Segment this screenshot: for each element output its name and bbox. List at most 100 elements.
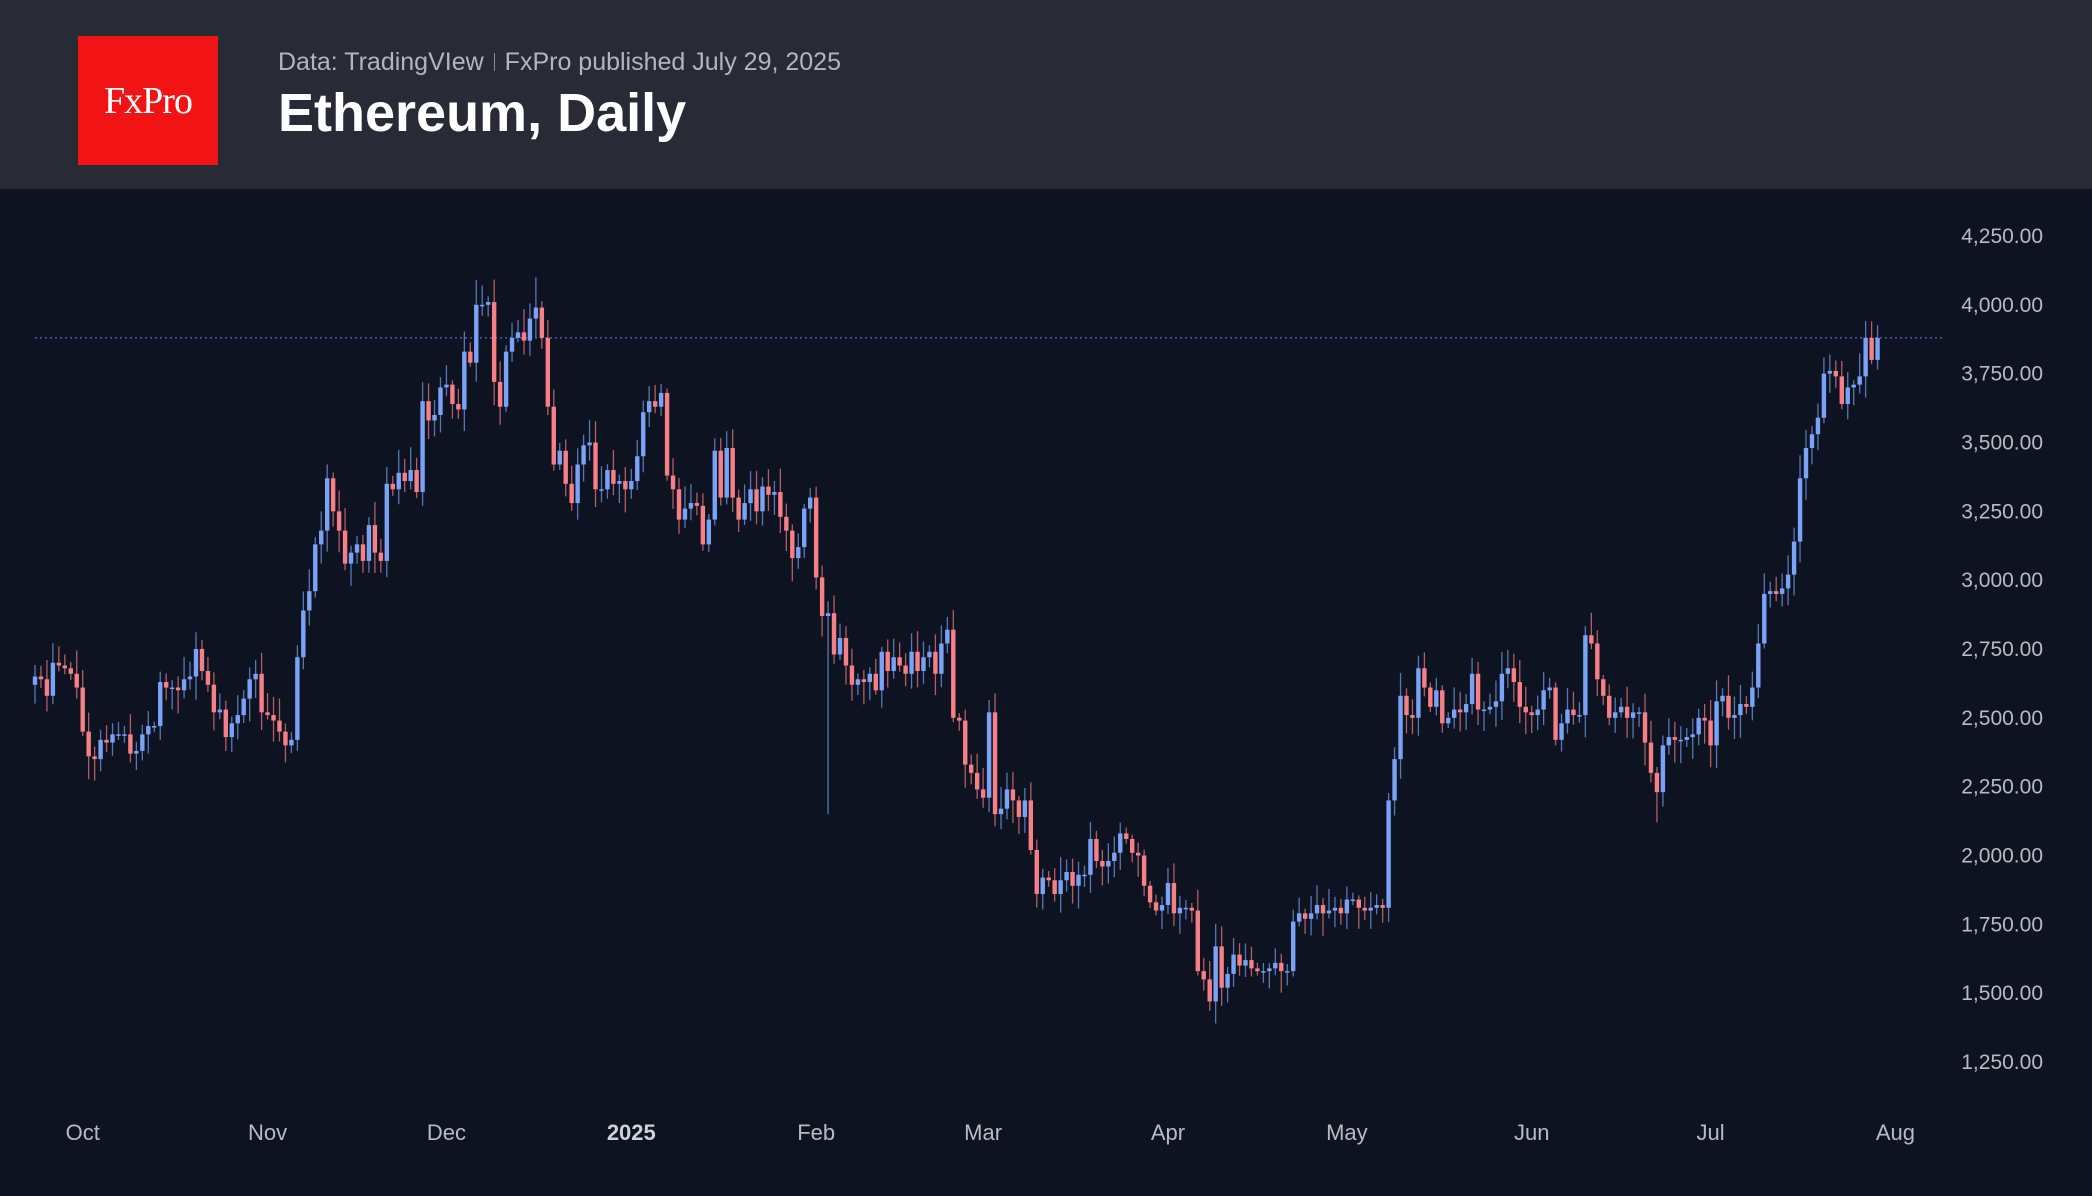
candle-body xyxy=(1165,883,1171,906)
candle-body xyxy=(313,544,318,592)
candle xyxy=(790,524,795,582)
candle-body xyxy=(1678,739,1683,742)
candle xyxy=(1744,696,1749,715)
candle-body xyxy=(193,648,199,677)
candle-body xyxy=(1243,960,1248,966)
candle xyxy=(1612,697,1618,733)
candle-body xyxy=(378,552,384,561)
candle-body xyxy=(509,337,515,352)
candle xyxy=(957,713,962,731)
candle xyxy=(1052,868,1057,902)
candle xyxy=(199,639,205,681)
candle-body xyxy=(1279,962,1284,972)
y-tick-label: 3,250.00 xyxy=(1961,500,2043,523)
candle xyxy=(485,296,491,317)
candle-body xyxy=(1410,715,1415,718)
candle-body xyxy=(1720,695,1725,702)
candle-body xyxy=(491,302,497,382)
candle xyxy=(265,693,270,720)
candle xyxy=(593,421,598,508)
candle-body xyxy=(915,651,920,672)
candle xyxy=(1565,687,1570,734)
candle xyxy=(1410,699,1415,735)
candle-body xyxy=(1481,709,1487,712)
candle-body xyxy=(802,508,807,548)
x-tick-label: Oct xyxy=(66,1120,100,1145)
candle xyxy=(1231,938,1236,987)
candle-body xyxy=(1642,712,1648,743)
candle-body xyxy=(259,673,264,713)
candle-body xyxy=(992,712,998,815)
candle xyxy=(1320,898,1326,936)
candle xyxy=(1428,682,1433,712)
candle xyxy=(1022,788,1028,833)
candle xyxy=(140,724,145,761)
candle-body xyxy=(1106,860,1111,867)
candle xyxy=(1034,839,1039,908)
candle-body xyxy=(420,401,425,493)
candle xyxy=(1785,555,1791,606)
candle-body xyxy=(1875,337,1880,360)
candle-body xyxy=(456,403,461,410)
candle xyxy=(348,545,354,586)
candle-body xyxy=(1630,712,1636,718)
candle-body xyxy=(1255,968,1260,972)
candle xyxy=(175,676,181,714)
candle xyxy=(1720,688,1725,717)
candle-body xyxy=(319,530,324,545)
candle xyxy=(1750,671,1755,721)
data-source: Data: TradingVIew xyxy=(278,48,484,76)
candle-body xyxy=(1302,913,1308,919)
candle-body xyxy=(1672,737,1678,740)
candle-body xyxy=(1141,855,1147,886)
candle-body xyxy=(32,676,38,685)
candle-body xyxy=(998,808,1004,815)
candle xyxy=(694,492,700,516)
candle-body xyxy=(1845,387,1850,404)
candle-body xyxy=(1714,701,1719,746)
candle-body xyxy=(1296,913,1302,922)
candle-body xyxy=(1446,717,1451,724)
candle-body xyxy=(718,450,723,498)
candle xyxy=(1451,687,1457,729)
candle-body xyxy=(283,731,288,746)
candle xyxy=(921,641,926,684)
candle-body xyxy=(1648,742,1654,773)
candle xyxy=(474,280,479,382)
candle-body xyxy=(539,307,545,338)
candle xyxy=(1159,896,1165,930)
candle xyxy=(897,642,902,672)
candle xyxy=(1654,766,1660,823)
candle-body xyxy=(676,489,682,520)
candle-body xyxy=(1422,668,1427,688)
candle-body xyxy=(247,679,252,699)
candle-body xyxy=(646,401,652,413)
candle xyxy=(1875,325,1880,370)
candle xyxy=(1255,962,1260,976)
candle xyxy=(319,511,324,564)
candle-body xyxy=(1070,872,1075,886)
candle xyxy=(324,464,330,552)
candle-body xyxy=(372,525,378,553)
y-tick-label: 2,250.00 xyxy=(1961,776,2043,799)
x-tick-label: Dec xyxy=(427,1120,466,1145)
candle xyxy=(158,671,163,740)
candle xyxy=(1213,923,1218,1024)
candle xyxy=(646,386,652,428)
candle-body xyxy=(831,613,837,655)
candle-body xyxy=(1869,337,1874,360)
candle-body xyxy=(1624,706,1630,718)
candle-body xyxy=(1762,593,1767,644)
candle-body xyxy=(128,734,133,754)
candle xyxy=(664,388,670,481)
candle xyxy=(372,502,378,574)
candle-body xyxy=(1535,709,1540,716)
candle xyxy=(1672,721,1678,763)
candle-body xyxy=(736,497,741,520)
candle-body xyxy=(980,789,986,798)
candle-body xyxy=(1666,737,1672,746)
candle-body xyxy=(1374,905,1379,908)
candle-body xyxy=(1124,833,1129,839)
candle xyxy=(1183,899,1189,920)
candle xyxy=(1553,682,1558,746)
